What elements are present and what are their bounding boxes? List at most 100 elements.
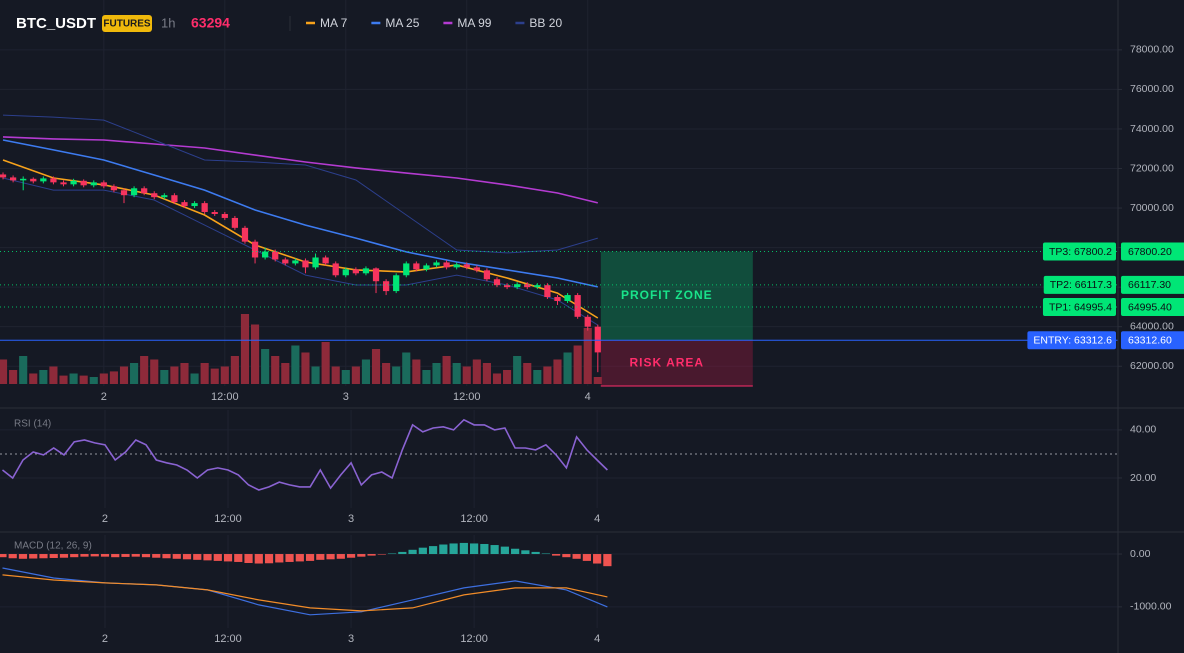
histogram-bar xyxy=(346,554,356,558)
histogram-bar xyxy=(521,550,530,555)
interval: 1h xyxy=(161,15,175,30)
histogram-bar xyxy=(439,544,448,555)
level-label: TP1: 64995.4 xyxy=(1049,301,1112,313)
volume-bar xyxy=(210,368,219,384)
y-tick-label: 40.00 xyxy=(1130,424,1156,436)
candle-body xyxy=(201,203,208,213)
y-tick-label: 76000.00 xyxy=(1130,83,1174,95)
volume-bar xyxy=(261,349,270,384)
candle-body xyxy=(463,264,470,268)
volume-bar xyxy=(573,345,582,384)
volume-bar xyxy=(432,363,441,384)
volume-bar xyxy=(361,359,371,384)
histogram-bar xyxy=(398,551,407,555)
histogram-bar xyxy=(285,554,294,562)
volume-bar xyxy=(462,366,471,384)
histogram-bar xyxy=(131,554,140,557)
y-tick-label: 70000.00 xyxy=(1130,202,1174,214)
volume-bar xyxy=(49,366,58,384)
axis-label: 64995.40 xyxy=(1128,301,1172,313)
volume-bar xyxy=(392,366,401,384)
histogram-bar xyxy=(593,554,602,564)
volume-bar xyxy=(180,363,189,384)
series-line xyxy=(2,418,608,491)
volume-bar xyxy=(422,370,431,384)
candle-body xyxy=(40,178,47,182)
volume-bar xyxy=(220,366,229,384)
axis-label-bg xyxy=(1121,331,1184,350)
x-tick-label: 12:00 xyxy=(214,513,242,525)
candle-body xyxy=(362,268,370,274)
volume-bar xyxy=(0,359,8,384)
histogram-bar xyxy=(387,553,397,555)
x-tick-label: 2 xyxy=(102,513,108,525)
volume-bar xyxy=(533,370,542,384)
axis-label: 67800.20 xyxy=(1128,246,1172,258)
histogram-bar xyxy=(582,554,591,561)
candle-body xyxy=(302,260,309,268)
candle-body xyxy=(70,180,77,185)
candle-body xyxy=(413,263,420,270)
candle-body xyxy=(544,285,551,298)
histogram-bar xyxy=(500,546,509,555)
histogram-bar xyxy=(111,554,120,558)
series-line xyxy=(2,574,608,612)
volume-bar xyxy=(593,377,602,384)
candle-body xyxy=(90,182,97,186)
histogram-bar xyxy=(357,554,366,557)
histogram-bar xyxy=(18,554,28,559)
volume-bar xyxy=(402,352,411,384)
axis-label-bg xyxy=(1121,298,1184,317)
histogram-bar xyxy=(418,547,427,555)
x-tick-label: 3 xyxy=(343,391,349,403)
histogram-bar xyxy=(121,554,130,557)
histogram-bar xyxy=(470,543,479,555)
candle-body xyxy=(342,269,349,276)
histogram-bar xyxy=(90,554,99,557)
volume-bar xyxy=(200,363,209,384)
histogram-bar xyxy=(511,548,520,555)
volume-bar xyxy=(492,373,502,384)
histogram-bar xyxy=(275,554,284,563)
histogram-bar xyxy=(326,554,335,560)
candle-body xyxy=(241,227,249,242)
volume-bar xyxy=(59,375,68,384)
histogram-bar xyxy=(428,546,438,555)
histogram-bar xyxy=(172,554,181,559)
volume-bar xyxy=(99,373,108,384)
candle-body xyxy=(503,285,511,288)
histogram-bar xyxy=(572,554,581,559)
volume-bar xyxy=(442,356,451,384)
volume-bar xyxy=(513,356,522,384)
volume-bar xyxy=(69,373,78,384)
x-tick-label: 12:00 xyxy=(211,391,239,403)
histogram-bar xyxy=(80,554,89,557)
candle-body xyxy=(584,316,591,327)
volume-bar xyxy=(281,363,290,384)
candle-body xyxy=(231,217,239,228)
candle-body xyxy=(393,275,400,292)
histogram-bar xyxy=(480,543,489,555)
candle-body xyxy=(181,202,188,207)
symbol: BTC_USDT xyxy=(16,15,96,32)
volume-bar xyxy=(472,359,481,384)
volume-bar xyxy=(19,356,28,384)
volume-bar xyxy=(29,373,38,384)
volume-bar xyxy=(89,377,98,384)
candle-body xyxy=(191,203,198,207)
axis-label-bg xyxy=(1121,242,1184,261)
histogram-bar xyxy=(562,554,571,558)
histogram-bar xyxy=(336,554,345,559)
histogram-bar xyxy=(377,554,386,555)
legend-label: MA 99 xyxy=(457,16,491,30)
level-label-bg xyxy=(1042,298,1116,317)
level-label: TP3: 67800.2 xyxy=(1049,246,1112,258)
histogram-bar xyxy=(59,554,69,558)
candle-body xyxy=(282,259,289,264)
volume-bar xyxy=(150,359,159,384)
x-tick-label: 12:00 xyxy=(453,391,481,403)
candle-body xyxy=(372,268,380,282)
x-tick-label: 12:00 xyxy=(460,633,488,645)
